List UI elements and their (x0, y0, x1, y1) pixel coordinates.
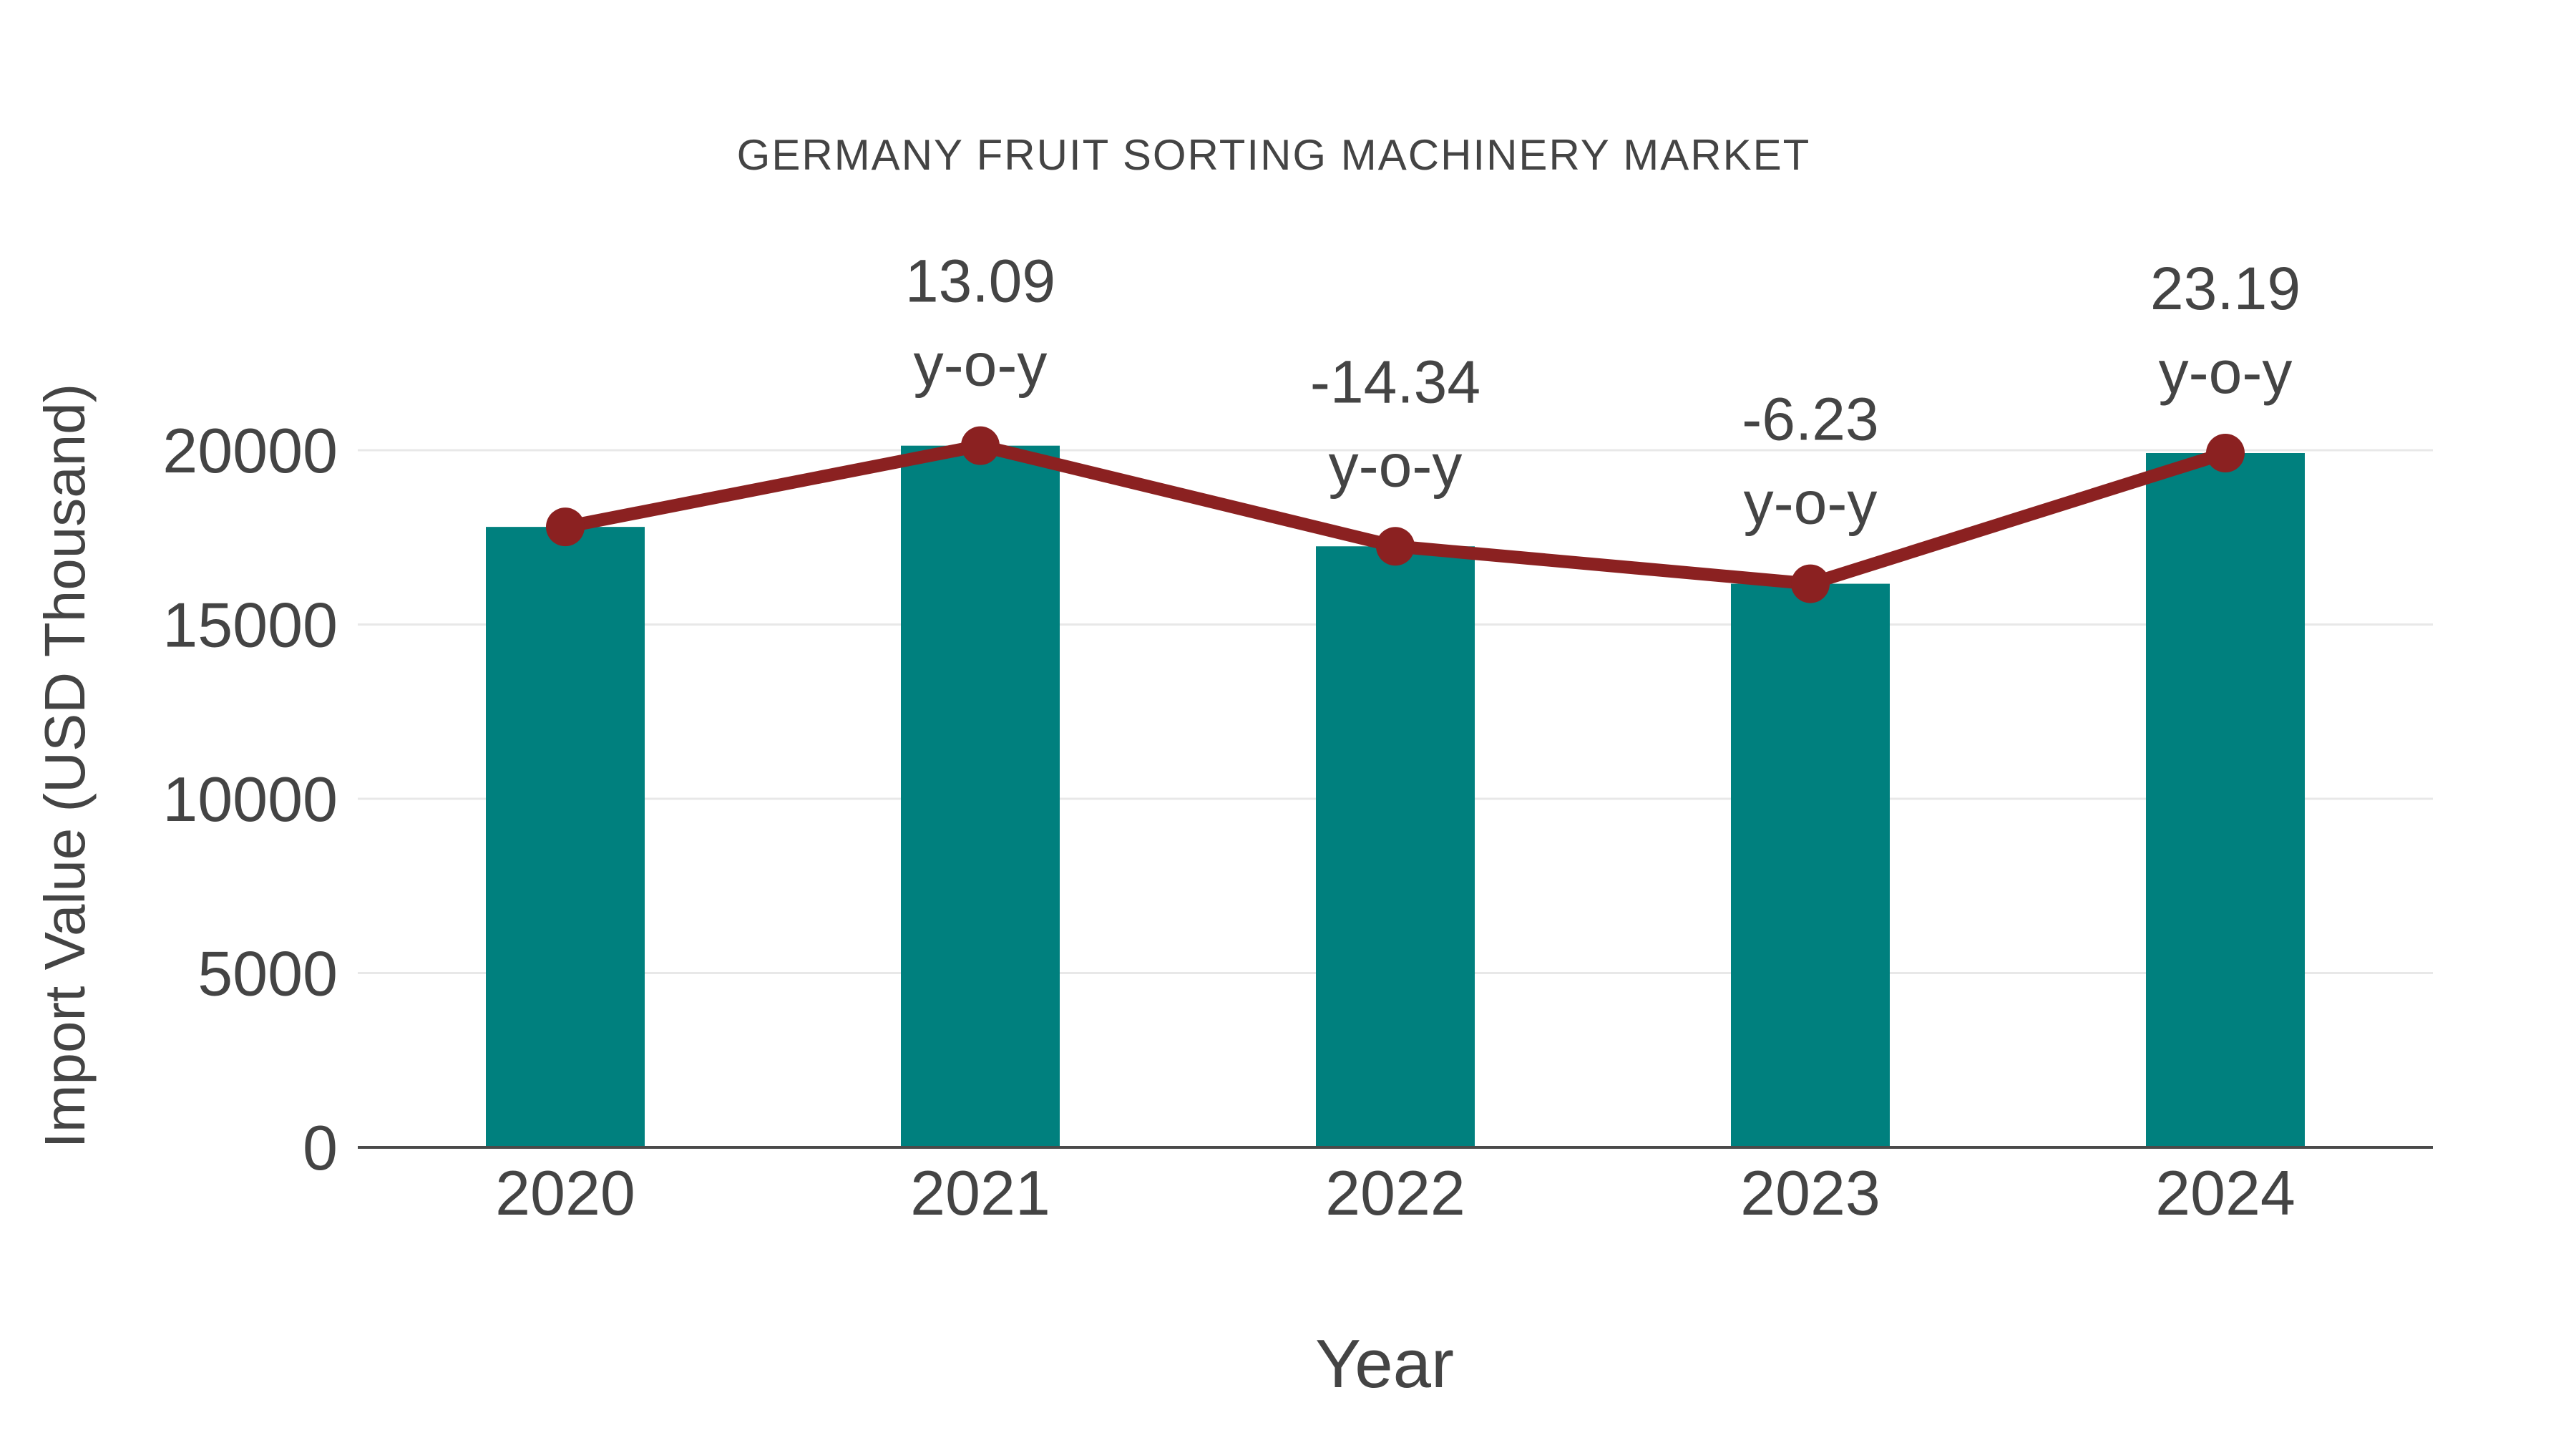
y-tick-label-15000: 15000 (162, 590, 338, 661)
annotation-value-2022: -14.34 (1310, 348, 1480, 415)
annotation-suffix-2021: y-o-y (914, 331, 1048, 399)
y-tick-label-10000: 10000 (162, 764, 338, 835)
y-tick-label-5000: 5000 (197, 938, 338, 1009)
annotation-suffix-2023: y-o-y (1744, 470, 1878, 537)
y-axis-title: Import Value (USD Thousand) (33, 384, 97, 1149)
x-tick-label-2023: 2023 (1740, 1157, 1880, 1228)
chart-title: GERMANY FRUIT SORTING MACHINERY MARKET (737, 131, 1811, 179)
bar-2022 (1316, 546, 1475, 1147)
x-tick-label-2020: 2020 (495, 1157, 635, 1228)
bar-2021 (901, 445, 1060, 1147)
annotation-suffix-2022: y-o-y (1329, 432, 1463, 499)
annotation-value-2023: -6.23 (1742, 386, 1878, 453)
x-tick-label-2021: 2021 (910, 1157, 1050, 1228)
line-point-2022 (1376, 527, 1415, 566)
y-tick-label-20000: 20000 (162, 415, 338, 486)
x-tick-label-2024: 2024 (2155, 1157, 2296, 1228)
x-tick-label-2022: 2022 (1325, 1157, 1465, 1228)
annotation-value-2021: 13.09 (905, 248, 1055, 315)
line-point-2021 (961, 426, 1000, 465)
x-axis-title: Year (1315, 1326, 1454, 1402)
y-tick-label-0: 0 (303, 1112, 338, 1183)
bar-2024 (2146, 452, 2305, 1147)
bar-2020 (486, 527, 645, 1147)
yoy-annotations: 13.09 y-o-y -14.34 y-o-y -6.23 y-o-y 23.19 y-o-… (905, 248, 2301, 537)
annotation-suffix-2024: y-o-y (2159, 339, 2293, 406)
line-series (546, 426, 2245, 603)
bar-2023 (1731, 583, 1890, 1147)
line-point-2024 (2206, 433, 2245, 472)
line-point-2020 (546, 507, 585, 547)
line-point-2023 (1791, 564, 1830, 603)
annotation-value-2024: 23.19 (2150, 255, 2301, 322)
bar-series (486, 445, 2305, 1147)
tick-labels: 0 5000 10000 15000 20000 2020 2021 2022 2023 2024 (162, 415, 2296, 1228)
